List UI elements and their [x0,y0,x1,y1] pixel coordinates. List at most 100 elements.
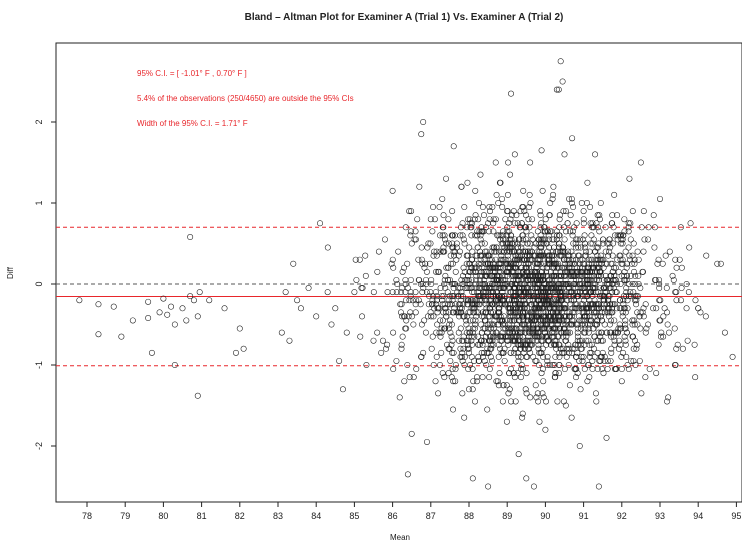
data-point [390,329,397,336]
data-point [591,276,598,283]
x-axis-label: Mean [390,533,410,542]
data-point [646,366,653,373]
data-point [593,220,600,227]
data-point [594,366,601,373]
data-point [642,329,649,336]
data-point [581,240,588,247]
data-point [632,361,639,368]
data-point [559,305,566,312]
data-point [491,248,498,255]
data-point [353,276,360,283]
data-point [604,260,611,267]
data-point [433,252,440,259]
data-point [427,240,434,247]
data-point [475,357,482,364]
data-point [500,382,507,389]
data-point [623,264,630,271]
data-point [477,236,484,243]
data-point [442,305,449,312]
data-point [432,289,439,296]
data-point [440,293,447,300]
data-point [561,224,568,231]
data-point [629,321,636,328]
data-point [551,341,558,348]
data-point [499,398,506,405]
data-point [555,370,562,377]
data-point [482,301,489,308]
data-point [493,313,500,320]
data-point [435,305,442,312]
data-point [574,341,581,348]
data-point [464,179,471,186]
data-point [579,256,586,263]
data-point [164,311,171,318]
y-tick-label: 0 [34,281,44,286]
data-point [523,325,530,332]
data-point [599,293,606,300]
data-point [627,256,634,263]
data-point [413,366,420,373]
data-point [95,301,102,308]
data-point [570,297,577,304]
data-point [542,216,549,223]
data-point [592,321,599,328]
data-point [622,317,629,324]
data-point [657,297,664,304]
data-point [593,398,600,405]
data-point [445,345,452,352]
data-point [466,329,473,336]
data-point [430,252,437,259]
data-point [514,349,521,356]
data-point [445,240,452,247]
data-point [472,264,479,271]
data-point [409,297,416,304]
data-point [482,285,489,292]
data-point [626,175,633,182]
data-point [702,313,709,320]
data-point [444,289,451,296]
data-point [468,353,475,360]
data-point [468,264,475,271]
data-point [524,272,531,279]
data-point [611,191,618,198]
data-point [508,333,515,340]
data-point [573,236,580,243]
data-point [446,321,453,328]
data-point [499,297,506,304]
data-point [453,309,460,316]
data-point [605,305,612,312]
data-point [441,236,448,243]
data-point [436,329,443,336]
data-point [536,349,543,356]
data-point [517,268,524,275]
data-point [465,285,472,292]
data-point [522,386,529,393]
data-point [559,280,566,287]
data-point [442,309,449,316]
data-point [547,200,554,207]
data-point [456,301,463,308]
data-point [489,333,496,340]
data-point [544,301,551,308]
data-point [572,280,579,287]
data-point [468,256,475,263]
data-point [610,285,617,292]
data-point [577,289,584,296]
data-point [297,305,304,312]
data-point [523,475,530,482]
data-point [581,232,588,239]
data-point [567,228,574,235]
data-point [478,297,485,304]
data-point [563,333,570,340]
data-point [717,260,724,267]
data-point [556,224,563,231]
data-point [546,325,553,332]
data-point [570,240,577,247]
data-point [584,378,591,385]
data-point [459,390,466,397]
data-point [521,293,528,300]
data-point [374,329,381,336]
data-point [479,341,486,348]
data-point [488,272,495,279]
data-point [629,333,636,340]
